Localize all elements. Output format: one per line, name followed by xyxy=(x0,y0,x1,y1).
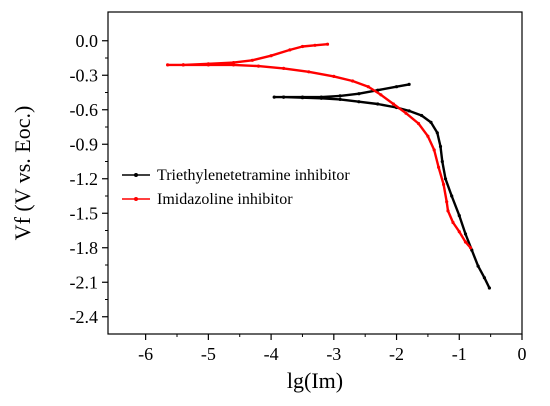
data-point xyxy=(407,82,411,86)
data-point xyxy=(206,63,210,67)
data-point xyxy=(457,230,461,234)
data-point xyxy=(166,63,170,67)
plot-frame xyxy=(107,11,523,335)
data-point xyxy=(457,214,461,218)
legend: Triethylenetetramine inhibitor Imidazolin… xyxy=(122,167,350,208)
data-point xyxy=(432,148,436,152)
data-point xyxy=(438,144,443,149)
data-point xyxy=(391,102,395,106)
data-point xyxy=(282,66,286,70)
x-tick-label: -3 xyxy=(326,344,341,364)
data-point xyxy=(300,44,305,49)
y-axis-ticks: 0.0 -0.3 -0.6 -0.9 -1.2 -1.5 -1.8 -2.1 -2.4 xyxy=(70,31,108,327)
plot-border xyxy=(107,11,523,335)
x-axis-ticks: -6 -5 -4 -3 -2 -1 0 xyxy=(138,334,527,364)
legend-item: Triethylenetetramine inhibitor xyxy=(122,167,350,184)
y-tick-label: -1.8 xyxy=(70,238,99,258)
data-point xyxy=(300,96,305,100)
legend-label: Triethylenetetramine inhibitor xyxy=(157,167,350,184)
data-point xyxy=(366,85,370,89)
data-point xyxy=(357,100,361,104)
data-point xyxy=(476,264,480,268)
data-point xyxy=(376,102,380,106)
data-point xyxy=(250,58,254,62)
y-axis-title: Vf (V vs. Eoc.) xyxy=(10,106,35,241)
data-point xyxy=(325,42,330,46)
data-point xyxy=(256,64,261,68)
data-point xyxy=(463,240,468,244)
data-point xyxy=(231,61,236,65)
series-line xyxy=(166,43,472,249)
data-point xyxy=(181,63,185,67)
x-tick-label: 0 xyxy=(518,344,527,364)
y-tick-label: -0.3 xyxy=(70,65,99,85)
data-point xyxy=(282,95,286,99)
data-point xyxy=(351,79,355,83)
legend-swatch-marker xyxy=(134,173,138,177)
series-2 xyxy=(166,42,473,250)
data-point xyxy=(487,286,491,290)
data-point xyxy=(288,48,292,52)
data-point xyxy=(338,94,342,98)
data-point xyxy=(416,121,421,126)
data-point xyxy=(435,131,439,135)
data-point xyxy=(482,276,486,280)
y-tick-label: -2.1 xyxy=(70,272,99,292)
x-tick-label: -1 xyxy=(452,344,467,364)
data-point xyxy=(450,194,454,198)
x-tick-label: -2 xyxy=(389,344,404,364)
data-point xyxy=(426,134,430,138)
data-point xyxy=(469,246,473,250)
data-point xyxy=(404,111,408,115)
data-point xyxy=(269,54,273,58)
data-point xyxy=(407,109,411,113)
data-point xyxy=(338,97,342,101)
legend-swatch-marker xyxy=(134,197,138,201)
data-point xyxy=(429,120,433,124)
data-point xyxy=(231,63,236,67)
y-tick-label: -0.6 xyxy=(70,100,99,120)
y-tick-label: -2.4 xyxy=(70,307,99,327)
y-tick-label: -1.5 xyxy=(70,203,99,223)
series-line xyxy=(273,83,491,289)
data-point xyxy=(445,200,449,204)
data-point xyxy=(394,85,399,89)
series-1 xyxy=(272,82,491,290)
data-point xyxy=(420,113,424,118)
data-point xyxy=(272,95,276,99)
series-layer xyxy=(166,42,491,290)
y-tick-label: -0.9 xyxy=(70,134,99,154)
data-point xyxy=(379,93,383,97)
data-point xyxy=(440,159,444,164)
x-tick-label: -4 xyxy=(264,344,279,364)
x-tick-label: -6 xyxy=(138,344,153,364)
x-axis-title: lg(Im) xyxy=(287,368,343,393)
data-point xyxy=(313,43,317,47)
data-point xyxy=(443,177,448,181)
y-tick-label: 0.0 xyxy=(76,31,99,51)
legend-label: Imidazoline inhibitor xyxy=(157,191,293,208)
data-point xyxy=(451,220,455,225)
data-point xyxy=(463,232,468,236)
data-point xyxy=(446,209,450,213)
data-point xyxy=(319,96,323,100)
x-tick-label: -5 xyxy=(201,344,216,364)
y-tick-label: -1.2 xyxy=(70,169,99,189)
data-point xyxy=(357,92,361,96)
data-point xyxy=(442,182,446,187)
data-point xyxy=(332,74,336,78)
data-point xyxy=(307,70,311,74)
data-point xyxy=(437,165,441,169)
legend-item: Imidazoline inhibitor xyxy=(122,191,293,208)
